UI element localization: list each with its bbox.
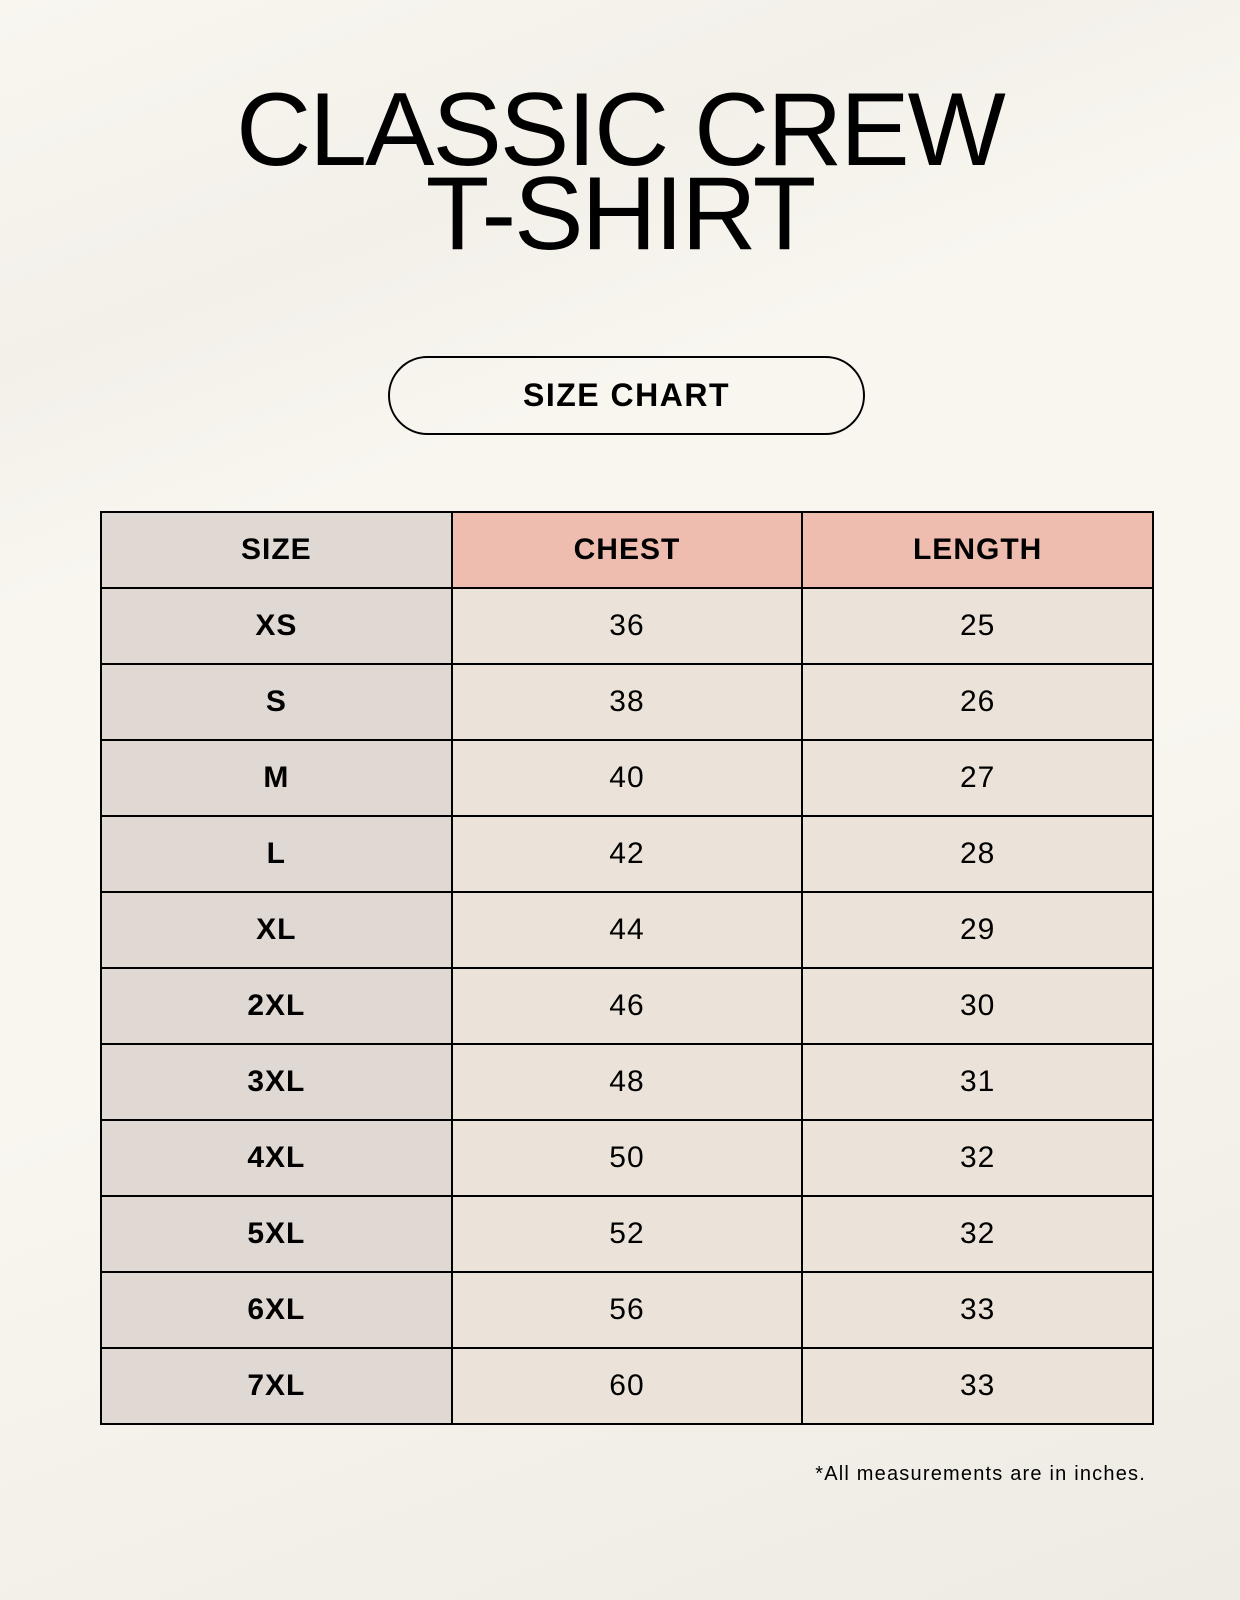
table-row: 3XL 48 31	[100, 1043, 1154, 1121]
size-cell: 7XL	[100, 1347, 453, 1425]
title-line-1: CLASSIC CREW	[236, 72, 1006, 188]
chest-cell: 42	[450, 815, 804, 893]
chest-cell: 46	[450, 967, 804, 1045]
size-cell: XL	[100, 891, 453, 969]
chest-cell: 52	[450, 1195, 804, 1273]
size-cell: 3XL	[100, 1043, 453, 1121]
title-line-2: T-SHIRT	[425, 156, 817, 272]
length-cell: 29	[801, 891, 1154, 969]
page-title: CLASSIC CREW T-SHIRT	[0, 72, 1240, 272]
table-row: 4XL 50 32	[100, 1119, 1154, 1197]
chest-cell: 50	[450, 1119, 804, 1197]
size-cell: M	[100, 739, 453, 817]
chest-cell: 38	[450, 663, 804, 741]
header-length: LENGTH	[801, 511, 1154, 589]
size-cell: L	[100, 815, 453, 893]
size-cell: 4XL	[100, 1119, 453, 1197]
chest-cell: 36	[450, 587, 804, 665]
header-size: SIZE	[100, 511, 453, 589]
table-row: XL 44 29	[100, 891, 1154, 969]
length-cell: 30	[801, 967, 1154, 1045]
length-cell: 31	[801, 1043, 1154, 1121]
size-cell: 6XL	[100, 1271, 453, 1349]
length-cell: 32	[801, 1195, 1154, 1273]
chest-cell: 48	[450, 1043, 804, 1121]
table-row: S 38 26	[100, 663, 1154, 741]
chest-cell: 56	[450, 1271, 804, 1349]
table-row: XS 36 25	[100, 587, 1154, 665]
chest-cell: 40	[450, 739, 804, 817]
size-table: SIZE CHEST LENGTH XS 36 25 S 38 26 M 40 27 L 42 28 X…	[100, 511, 1154, 1425]
table-row: 5XL 52 32	[100, 1195, 1154, 1273]
header-chest: CHEST	[450, 511, 804, 589]
size-cell: XS	[100, 587, 453, 665]
table-row: M 40 27	[100, 739, 1154, 817]
table-header-row: SIZE CHEST LENGTH	[100, 511, 1154, 589]
size-cell: S	[100, 663, 453, 741]
chest-cell: 44	[450, 891, 804, 969]
length-cell: 33	[801, 1347, 1154, 1425]
table-row: 2XL 46 30	[100, 967, 1154, 1045]
table-row: 6XL 56 33	[100, 1271, 1154, 1349]
size-cell: 5XL	[100, 1195, 453, 1273]
footnote: *All measurements are in inches.	[815, 1463, 1146, 1485]
length-cell: 26	[801, 663, 1154, 741]
size-cell: 2XL	[100, 967, 453, 1045]
length-cell: 28	[801, 815, 1154, 893]
size-chart-badge: SIZE CHART	[388, 356, 865, 435]
length-cell: 27	[801, 739, 1154, 817]
table-row: 7XL 60 33	[100, 1347, 1154, 1425]
length-cell: 33	[801, 1271, 1154, 1349]
length-cell: 25	[801, 587, 1154, 665]
length-cell: 32	[801, 1119, 1154, 1197]
table-row: L 42 28	[100, 815, 1154, 893]
chest-cell: 60	[450, 1347, 804, 1425]
